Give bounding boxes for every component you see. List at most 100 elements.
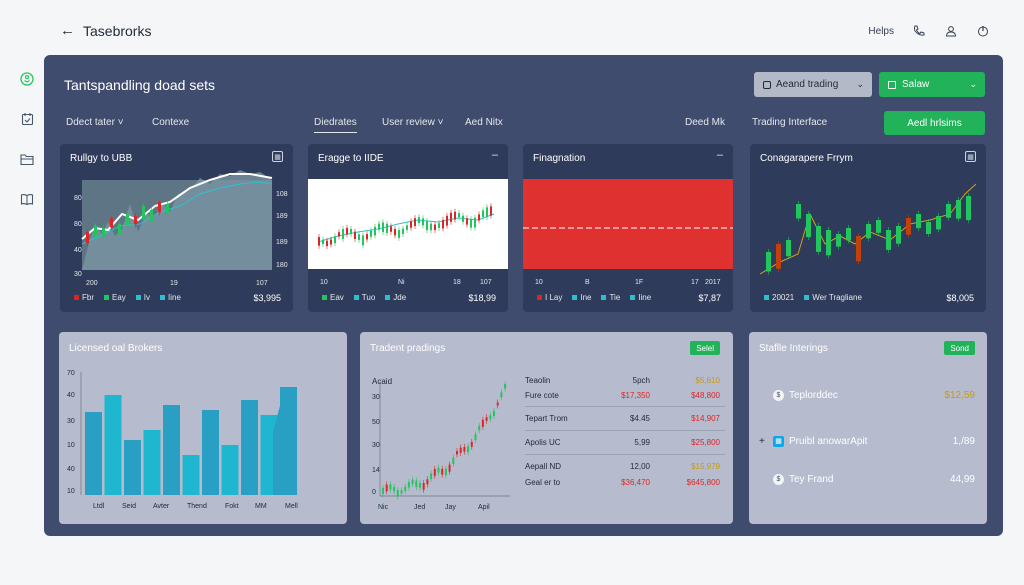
nav-contexe[interactable]: Contexe <box>152 117 190 128</box>
y-tick: 40 <box>67 392 75 399</box>
y-tick: 30 <box>372 394 380 401</box>
x-tick: 19 <box>170 280 178 287</box>
table-row[interactable]: Apolis UC 5,99 $25,800 <box>525 438 720 447</box>
top-right-actions: Helps <box>868 24 990 38</box>
chart-area-3: 10 B 1F 17 2017 <box>523 179 733 286</box>
list-item[interactable]: $ Tey Frand 44,99 <box>759 471 975 487</box>
arrow-left-icon: ← <box>60 22 75 39</box>
phone-icon[interactable] <box>912 24 926 38</box>
calendar-icon[interactable] <box>19 110 35 128</box>
main-panel: Tantspandling doad sets Aeand trading ⌄ … <box>44 55 1003 536</box>
chart-legend: I Lay Ine Tie Iine <box>537 293 651 302</box>
row-divider <box>525 406 725 407</box>
table-row[interactable]: Fure cote $17,350 $48,800 <box>525 391 720 400</box>
card-price: $7,87 <box>698 293 721 303</box>
x-label: Thend <box>187 503 207 510</box>
tag-icon <box>763 80 771 89</box>
x-label: Fokt <box>225 503 239 510</box>
power-icon[interactable] <box>976 24 990 38</box>
asset-select[interactable]: Aeand trading ⌄ <box>754 72 872 97</box>
chart-card-2: Eragge to IIDE – 10 Ni 18 107 Eav Tuo Jd… <box>308 144 508 312</box>
x-label: MM <box>255 503 267 510</box>
add-button[interactable]: Aedl hrlsims <box>884 111 985 135</box>
nav-deed-mk[interactable]: Deed Mk <box>685 117 726 128</box>
y-tick: 40 <box>74 247 82 254</box>
chart-card-4: Conagarapere Frrym ▦ 20021 Wer Tragliane… <box>750 144 986 312</box>
chevron-down-icon: ˅ <box>117 117 124 128</box>
y-tick: 189 <box>276 213 288 220</box>
bar <box>85 412 102 495</box>
brokers-card: Licensed oal Brokers 70 40 30 10 40 10 L… <box>59 332 347 524</box>
y-tick: 0 <box>372 489 376 496</box>
table-row[interactable]: Tepart Trom $4.45 $14,907 <box>525 414 720 423</box>
legend-item: Tie <box>601 293 620 302</box>
nav-ddect-tater[interactable]: Ddect tater ˅ <box>66 117 124 128</box>
list-item[interactable]: + ▦ Pruibl anowarApit 1,/89 <box>759 435 975 447</box>
tab-aed-nitx[interactable]: Aed Nitx <box>465 117 503 128</box>
chevron-down-icon: ⌄ <box>969 79 977 89</box>
x-label: Mell <box>285 503 298 510</box>
bar <box>182 455 200 495</box>
dollar-circle-icon[interactable] <box>19 70 35 88</box>
tab-user-review[interactable]: User review ˅ <box>382 117 443 128</box>
back-button[interactable]: ← Tasebrorks <box>60 22 151 39</box>
plot-background <box>308 179 508 269</box>
card-price: $18,99 <box>468 293 496 303</box>
chevron-down-icon: ˅ <box>437 117 444 128</box>
y-tick: Acaid <box>372 377 392 386</box>
x-label: Jay <box>445 504 456 511</box>
card-title: Licensed oal Brokers <box>69 343 163 354</box>
settings-icon[interactable]: ▦ <box>272 151 283 162</box>
bar <box>280 387 297 495</box>
check-icon <box>888 80 896 89</box>
card-price: $8,005 <box>946 293 974 303</box>
card-title: Staflle Interings <box>759 343 828 354</box>
table-row[interactable]: Aepall ND 12,00 $15,979 <box>525 462 720 471</box>
x-tick: 200 <box>86 280 98 287</box>
user-icon[interactable] <box>944 24 958 38</box>
trading-card: Tradent pradings Selel Acaid 30 50 30 14… <box>360 332 733 524</box>
row-divider <box>525 454 725 455</box>
folder-icon[interactable] <box>19 150 35 168</box>
helps-link[interactable]: Helps <box>868 25 894 37</box>
list-item[interactable]: $ Teplorddec $12,59 <box>759 387 975 403</box>
card-title: Finagnation <box>533 153 586 164</box>
staffle-card: Staflle Interings Sond $ Teplorddec $12,… <box>749 332 987 524</box>
minimize-icon[interactable]: – <box>491 149 498 161</box>
minimize-icon[interactable]: – <box>716 149 723 161</box>
nav-label: Ddect tater <box>66 117 115 128</box>
x-tick: 1F <box>635 279 643 286</box>
table-row[interactable]: Geal er to $36,470 $645,800 <box>525 478 720 487</box>
settings-icon[interactable]: ▦ <box>965 151 976 162</box>
top-bar: ← Tasebrorks Helps <box>0 0 1024 56</box>
ma-line <box>81 181 273 245</box>
x-tick: Ni <box>398 279 405 286</box>
chart-legend: Eav Tuo Jde <box>322 293 406 302</box>
y-tick: 70 <box>67 370 75 377</box>
x-tick: 107 <box>480 279 492 286</box>
y-tick: 14 <box>372 467 380 474</box>
send-badge[interactable]: Sond <box>944 341 975 355</box>
y-tick: 108 <box>276 191 288 198</box>
x-tick: 18 <box>453 279 461 286</box>
x-label: Nic <box>378 504 389 511</box>
table-row[interactable]: Teaolin 5pch $5,610 <box>525 376 720 385</box>
legend-item: 20021 <box>764 293 794 302</box>
select-badge[interactable]: Selel <box>690 341 720 355</box>
card-title: Rullgy to UBB <box>70 153 133 164</box>
bar <box>221 445 239 495</box>
legend-item: Fbr <box>74 293 94 302</box>
plot-background <box>523 179 733 269</box>
row-divider <box>525 430 725 431</box>
save-select[interactable]: Salaw ⌄ <box>879 72 985 97</box>
x-tick: 107 <box>256 280 268 287</box>
save-select-value: Salaw <box>902 79 930 90</box>
chart-legend: 20021 Wer Tragliane <box>764 293 862 302</box>
plus-icon[interactable]: + <box>759 435 765 447</box>
book-icon[interactable] <box>19 190 35 208</box>
chart-card-1: Rullgy to UBB ▦ 30 80 80 40 108 189 189 … <box>60 144 293 312</box>
x-label: Jed <box>414 504 425 511</box>
bar-slope <box>273 402 281 495</box>
tab-diedrates[interactable]: Diedrates <box>314 117 357 133</box>
nav-trading-interface[interactable]: Trading Interface <box>752 117 828 128</box>
